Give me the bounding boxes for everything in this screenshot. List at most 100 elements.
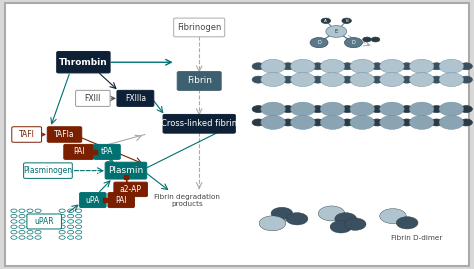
Circle shape <box>291 59 315 73</box>
Circle shape <box>410 73 434 87</box>
Circle shape <box>371 76 383 83</box>
Text: a2-AP: a2-AP <box>119 185 142 194</box>
Circle shape <box>261 115 285 129</box>
Circle shape <box>321 18 330 23</box>
Circle shape <box>460 119 473 126</box>
Circle shape <box>344 218 366 230</box>
Circle shape <box>320 59 345 73</box>
Text: tPA: tPA <box>101 147 113 156</box>
Text: A: A <box>324 19 327 23</box>
Circle shape <box>410 59 434 73</box>
Text: B: B <box>345 19 348 23</box>
Circle shape <box>282 106 294 112</box>
Circle shape <box>460 63 473 70</box>
Circle shape <box>291 115 315 129</box>
Text: Fibrin degradation
products: Fibrin degradation products <box>155 194 220 207</box>
Circle shape <box>371 37 380 42</box>
Text: FXIIIa: FXIIIa <box>125 94 146 103</box>
Circle shape <box>410 115 434 129</box>
Circle shape <box>430 106 443 112</box>
Circle shape <box>259 216 286 231</box>
Text: Fibrinogen: Fibrinogen <box>177 23 221 32</box>
Circle shape <box>380 209 406 224</box>
Circle shape <box>291 102 315 116</box>
Circle shape <box>430 63 443 70</box>
Circle shape <box>439 115 464 129</box>
Circle shape <box>401 76 413 83</box>
Circle shape <box>330 221 352 233</box>
FancyBboxPatch shape <box>47 127 82 142</box>
Circle shape <box>439 73 464 87</box>
Text: uPAR: uPAR <box>34 217 54 226</box>
Text: Cross-linked fibrin: Cross-linked fibrin <box>161 119 237 128</box>
Text: PAI: PAI <box>73 147 84 156</box>
Text: D: D <box>352 40 356 45</box>
Circle shape <box>401 63 413 70</box>
Text: Fibrin: Fibrin <box>187 76 212 86</box>
Circle shape <box>363 37 371 42</box>
FancyBboxPatch shape <box>5 3 469 266</box>
Circle shape <box>342 18 351 23</box>
Circle shape <box>430 76 443 83</box>
FancyBboxPatch shape <box>24 163 73 178</box>
Circle shape <box>310 37 328 48</box>
Circle shape <box>460 106 473 112</box>
Circle shape <box>282 119 294 126</box>
Circle shape <box>252 106 264 112</box>
Circle shape <box>320 102 345 116</box>
Text: Thrombin: Thrombin <box>59 58 108 67</box>
Text: Fibrin D-dimer: Fibrin D-dimer <box>391 235 442 240</box>
Circle shape <box>345 37 363 48</box>
Circle shape <box>341 119 354 126</box>
FancyBboxPatch shape <box>163 114 236 133</box>
FancyBboxPatch shape <box>12 127 42 142</box>
Circle shape <box>439 59 464 73</box>
FancyBboxPatch shape <box>108 193 135 208</box>
Circle shape <box>380 115 404 129</box>
Circle shape <box>401 106 413 112</box>
Text: uPA: uPA <box>86 196 100 204</box>
Circle shape <box>371 119 383 126</box>
Circle shape <box>350 73 374 87</box>
Circle shape <box>311 119 324 126</box>
Circle shape <box>271 207 293 220</box>
Text: PAI: PAI <box>115 196 127 204</box>
Text: Plasmin: Plasmin <box>109 166 144 175</box>
FancyBboxPatch shape <box>27 214 62 229</box>
Circle shape <box>311 63 324 70</box>
Circle shape <box>430 119 443 126</box>
Text: Plasminogen: Plasminogen <box>23 166 73 175</box>
Circle shape <box>350 59 374 73</box>
Text: D: D <box>317 40 321 45</box>
Circle shape <box>341 63 354 70</box>
FancyBboxPatch shape <box>64 144 93 160</box>
FancyBboxPatch shape <box>105 162 147 179</box>
Circle shape <box>261 102 285 116</box>
Circle shape <box>286 213 308 225</box>
Circle shape <box>261 59 285 73</box>
Circle shape <box>341 76 354 83</box>
Circle shape <box>282 76 294 83</box>
Circle shape <box>320 115 345 129</box>
FancyBboxPatch shape <box>94 144 120 160</box>
Circle shape <box>380 102 404 116</box>
Circle shape <box>326 26 346 37</box>
Circle shape <box>371 63 383 70</box>
Circle shape <box>282 63 294 70</box>
FancyBboxPatch shape <box>173 18 225 37</box>
Circle shape <box>252 119 264 126</box>
Circle shape <box>311 76 324 83</box>
Circle shape <box>350 102 374 116</box>
Circle shape <box>380 73 404 87</box>
FancyBboxPatch shape <box>114 182 147 197</box>
Circle shape <box>401 119 413 126</box>
Circle shape <box>350 115 374 129</box>
Circle shape <box>311 106 324 112</box>
Circle shape <box>318 206 345 221</box>
Circle shape <box>341 106 354 112</box>
Circle shape <box>261 73 285 87</box>
Circle shape <box>291 73 315 87</box>
Circle shape <box>371 106 383 112</box>
FancyBboxPatch shape <box>57 52 110 73</box>
Text: E: E <box>335 29 338 34</box>
